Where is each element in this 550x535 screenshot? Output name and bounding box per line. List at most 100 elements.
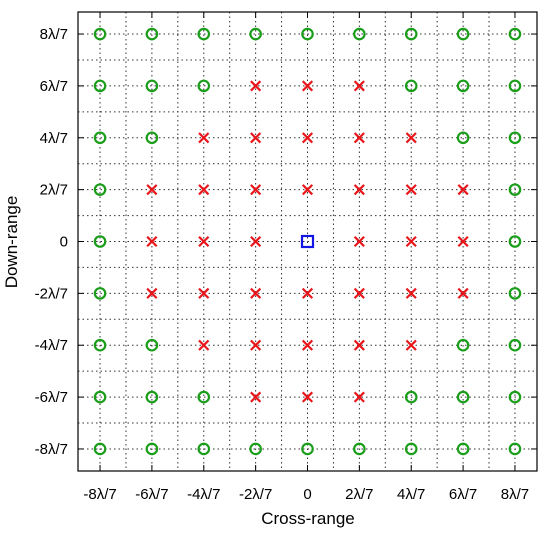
square-marker (300, 234, 315, 249)
x-tick-label: 2λ/7 (345, 486, 373, 503)
cross-marker (301, 287, 314, 299)
circle-marker (93, 27, 107, 41)
circle-marker (456, 338, 470, 352)
y-tick-label: 4λ/7 (40, 130, 68, 147)
y-tick-label: -2λ/7 (35, 285, 68, 302)
circle-marker (353, 27, 366, 41)
circle-marker (93, 442, 107, 456)
y-tick-label: 0 (60, 234, 68, 251)
x-tick-label: -2λ/7 (239, 486, 272, 503)
circle-marker (93, 79, 107, 93)
circle-marker (93, 338, 107, 352)
cross-marker (353, 287, 365, 299)
x-tick-label: 4λ/7 (397, 486, 425, 503)
cross-marker (353, 184, 365, 196)
circle-marker (249, 27, 262, 41)
cross-marker (198, 287, 210, 299)
circle-marker (197, 27, 211, 41)
circle-marker (145, 390, 159, 404)
y-tick-label: -8λ/7 (35, 441, 68, 458)
cross-marker (250, 184, 262, 196)
cross-marker (405, 132, 417, 144)
circle-marker (508, 27, 522, 41)
circle-marker (145, 442, 159, 456)
circle-marker (508, 183, 522, 196)
circle-marker (145, 27, 159, 41)
circle-marker (456, 442, 470, 456)
cross-marker (353, 132, 365, 144)
cross-marker (250, 287, 262, 299)
circle-marker (301, 27, 314, 41)
circle-marker (404, 390, 418, 404)
cross-marker (301, 391, 314, 403)
cross-marker (405, 184, 417, 196)
cross-marker (405, 287, 417, 299)
x-tick-label: -8λ/7 (83, 486, 116, 503)
circle-marker (93, 287, 107, 300)
circle-marker (197, 79, 211, 93)
circle-marker (145, 338, 159, 352)
y-tick-label: 2λ/7 (40, 182, 68, 199)
x-tick-label: 6λ/7 (449, 486, 477, 503)
circle-marker (353, 442, 366, 456)
cross-marker (353, 339, 365, 351)
x-tick-labels: -8λ/7 -6λ/7 -4λ/7 -2λ/7 0 2λ/7 4λ/7 6λ/7 8λ/7 (83, 486, 529, 503)
cross-marker (405, 339, 417, 351)
circle-marker (404, 442, 418, 456)
cross-marker (198, 132, 210, 144)
circle-marker (93, 390, 107, 404)
data-markers (93, 27, 522, 456)
cross-marker (457, 235, 469, 248)
cross-marker (353, 235, 365, 248)
cross-marker (146, 287, 158, 299)
circle-marker (456, 27, 470, 41)
cross-marker (353, 80, 365, 92)
circle-marker (456, 79, 470, 93)
cross-marker (457, 184, 469, 196)
cross-marker (198, 339, 210, 351)
x-axis-title: Cross-range (261, 509, 355, 528)
y-tick-labels: -8λ/7 -6λ/7 -4λ/7 -2λ/7 0 2λ/7 4λ/7 6λ/7 8λ/7 (35, 26, 68, 458)
circle-marker (197, 442, 211, 456)
grid (78, 12, 537, 471)
cross-marker (301, 132, 314, 144)
y-tick-label: 6λ/7 (40, 78, 68, 95)
cross-marker (405, 235, 417, 248)
circle-marker (508, 235, 522, 248)
circle-marker (249, 442, 262, 456)
circle-marker (93, 131, 107, 145)
cross-marker (250, 80, 262, 92)
circle-marker (508, 287, 522, 300)
x-tick-label: 0 (303, 486, 311, 503)
y-axis-title: Down-range (2, 196, 21, 289)
x-tick-label: -4λ/7 (187, 486, 220, 503)
circle-marker (456, 390, 470, 404)
circle-marker (404, 79, 418, 93)
cross-marker (301, 184, 314, 196)
cross-marker (250, 132, 262, 144)
circle-marker (145, 79, 159, 93)
cross-marker (301, 339, 314, 351)
circle-marker (145, 131, 159, 145)
cross-marker (146, 184, 158, 196)
cross-marker (198, 235, 210, 248)
circle-marker (456, 131, 470, 145)
cross-marker (146, 235, 158, 248)
y-tick-label: 8λ/7 (40, 26, 68, 43)
cross-marker (457, 287, 469, 299)
y-tick-label: -4λ/7 (35, 337, 68, 354)
circle-marker (508, 131, 522, 145)
cross-marker (301, 80, 314, 92)
circle-marker (508, 442, 522, 456)
cross-marker (250, 339, 262, 351)
circle-marker (508, 390, 522, 404)
circle-marker (301, 442, 314, 456)
cross-marker (353, 391, 365, 403)
x-tick-label: -6λ/7 (135, 486, 168, 503)
cross-marker (250, 391, 262, 403)
circle-marker (508, 338, 522, 352)
cross-marker (250, 235, 262, 248)
circle-marker (93, 235, 107, 248)
